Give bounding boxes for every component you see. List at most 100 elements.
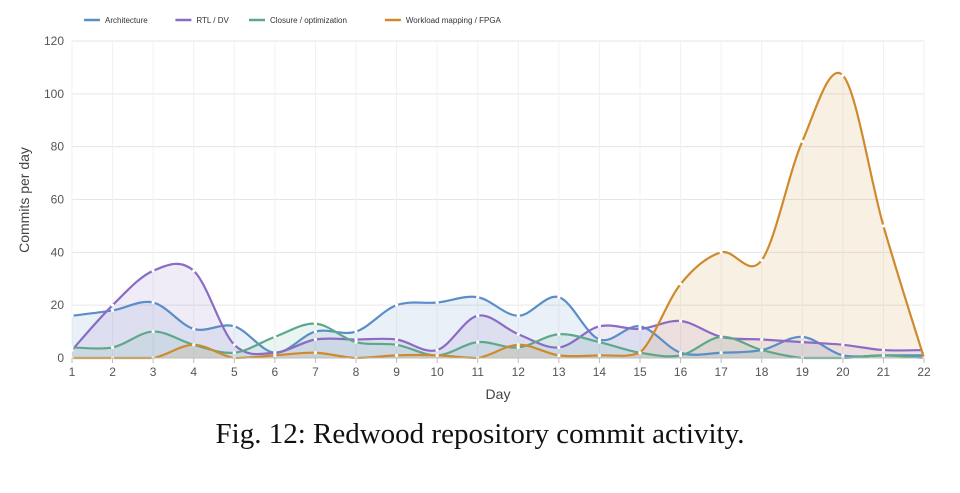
- y-tick-label: 0: [57, 351, 64, 365]
- x-tick-label: 20: [836, 365, 850, 379]
- data-point: [881, 353, 886, 357]
- data-point: [313, 351, 318, 355]
- data-point: [70, 314, 74, 318]
- series-area-workload-mapping-fpga: [72, 72, 924, 358]
- data-point: [476, 295, 480, 299]
- data-point: [192, 327, 196, 331]
- data-point: [394, 353, 399, 357]
- legend-label: RTL / DV: [196, 16, 229, 25]
- series-areas: [72, 72, 924, 358]
- data-point: [394, 303, 399, 307]
- legend-label: Closure / optimization: [270, 16, 347, 25]
- data-point: [313, 322, 318, 326]
- data-point: [719, 351, 723, 355]
- data-point: [678, 319, 683, 323]
- y-tick-label: 80: [51, 140, 65, 154]
- data-point: [151, 329, 155, 334]
- x-tick-label: 5: [231, 365, 238, 379]
- data-point: [394, 337, 399, 342]
- x-axis-title: Day: [486, 386, 511, 402]
- legend-item-closure-optimization[interactable]: Closure / optimization: [249, 16, 347, 25]
- legend-label: Architecture: [105, 16, 148, 25]
- series-area-architecture: [72, 296, 924, 358]
- data-point: [110, 308, 115, 313]
- y-tick-label: 100: [44, 87, 64, 101]
- data-point: [435, 348, 439, 352]
- data-point: [192, 343, 196, 347]
- data-point: [678, 353, 683, 357]
- data-point: [597, 340, 602, 344]
- data-point: [557, 345, 561, 350]
- data-point: [841, 353, 845, 357]
- data-point: [557, 295, 561, 299]
- series-area-rtl-dv: [72, 263, 924, 358]
- x-tick-label: 7: [312, 365, 319, 379]
- data-point: [800, 139, 804, 143]
- legend-item-workload-mapping-fpga[interactable]: Workload mapping / FPGA: [384, 16, 502, 25]
- data-point: [881, 224, 886, 228]
- series-line-architecture: [70, 295, 926, 358]
- data-point: [516, 314, 520, 318]
- data-point: [841, 73, 845, 77]
- data-point: [192, 269, 196, 273]
- data-point: [841, 343, 845, 347]
- x-tick-label: 1: [69, 365, 76, 379]
- x-tick-label: 4: [190, 365, 197, 379]
- x-tick-label: 3: [150, 365, 157, 379]
- axes: [71, 357, 925, 363]
- x-tick-label: 18: [755, 365, 769, 379]
- data-point: [476, 340, 480, 344]
- data-point: [597, 337, 602, 342]
- x-tick-label: 11: [471, 365, 484, 379]
- figure-caption: Fig. 12: Redwood repository commit activ…: [215, 418, 745, 450]
- y-tick-label: 60: [51, 193, 65, 207]
- data-point: [638, 327, 642, 331]
- data-point: [354, 340, 358, 344]
- data-point: [516, 332, 520, 336]
- x-tick-label: 14: [593, 365, 607, 379]
- x-tick-label: 6: [272, 365, 279, 379]
- data-point: [110, 303, 115, 307]
- data-point: [638, 324, 642, 328]
- series-line-rtl-dv: [70, 262, 926, 356]
- data-point: [678, 282, 683, 286]
- x-tick-label: 9: [393, 365, 400, 379]
- y-tick-label: 120: [44, 34, 64, 48]
- data-point: [597, 353, 602, 357]
- data-point: [151, 300, 155, 305]
- data-point: [313, 337, 318, 342]
- data-point: [354, 329, 358, 334]
- x-tick-label: 17: [714, 365, 728, 379]
- data-point: [719, 335, 723, 339]
- data-point: [70, 345, 74, 350]
- series-line-workload-mapping-fpga: [70, 71, 926, 360]
- y-tick-label: 20: [51, 298, 65, 312]
- x-tick-label: 21: [877, 365, 891, 379]
- y-tick-label: 40: [51, 245, 65, 259]
- data-point: [70, 348, 74, 352]
- data-point: [394, 343, 399, 347]
- x-tick-label: 10: [430, 365, 444, 379]
- data-point: [800, 340, 804, 344]
- legend-item-architecture[interactable]: Architecture: [84, 16, 148, 25]
- legend[interactable]: Architecture RTL / DV Closure / optimizati…: [84, 16, 502, 25]
- data-point: [435, 353, 439, 357]
- data-point: [760, 348, 764, 352]
- data-point: [273, 335, 277, 339]
- series-lines: [70, 71, 926, 360]
- x-tick-label: 15: [633, 365, 647, 379]
- data-point: [273, 353, 277, 357]
- x-tick-label: 8: [353, 365, 360, 379]
- data-point: [232, 324, 236, 328]
- x-tick-label: 13: [552, 365, 566, 379]
- data-point: [800, 335, 804, 339]
- x-tick-label: 12: [512, 365, 526, 379]
- data-point: [110, 345, 115, 350]
- x-tick-label: 16: [674, 365, 688, 379]
- legend-item-rtl-dv[interactable]: RTL / DV: [175, 16, 230, 25]
- data-point: [678, 351, 683, 355]
- data-point: [476, 314, 480, 318]
- grid: [71, 40, 925, 359]
- data-point: [151, 269, 155, 273]
